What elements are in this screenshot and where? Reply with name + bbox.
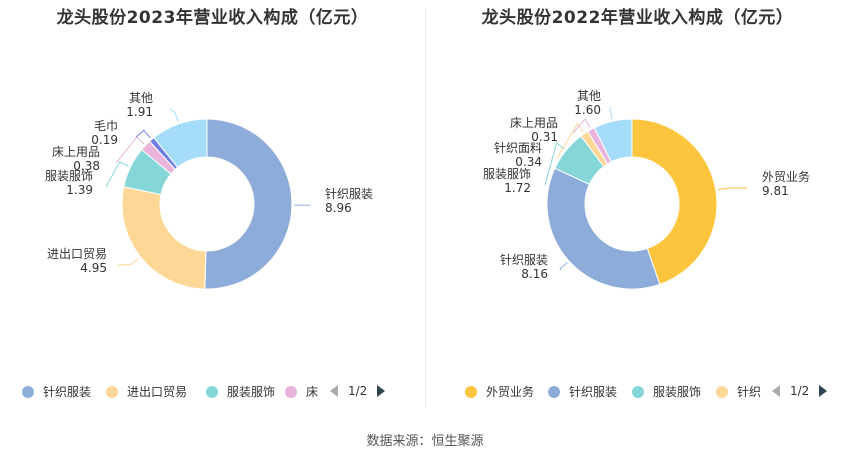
leader-line	[572, 118, 591, 134]
pie-slice[interactable]	[631, 118, 718, 285]
leader-line	[544, 142, 565, 186]
slice-value: 1.39	[66, 183, 93, 197]
legend: 针织服装 进出口贸易 服装服饰 床 1/2	[0, 383, 425, 405]
slice-value: 1.72	[504, 181, 531, 195]
legend: 外贸业务 针织服装 服装服饰 针织 1/2	[425, 383, 850, 405]
pie-slice[interactable]	[204, 118, 293, 290]
legend-dot-icon	[206, 385, 218, 398]
slice-label: 针织服装	[325, 186, 373, 201]
slice-label: 外贸业务	[762, 169, 810, 184]
slice-label: 毛巾	[94, 119, 118, 133]
slice-label: 其他	[129, 91, 153, 105]
slice-value: 9.81	[762, 184, 789, 198]
previous-page-arrow-icon[interactable]	[772, 385, 780, 397]
legend-label: 外贸业务	[486, 385, 535, 399]
leader-line	[115, 136, 145, 164]
legend-dot-icon	[548, 385, 560, 398]
legend-item[interactable]: 床	[285, 383, 318, 400]
slice-value: 8.16	[521, 267, 548, 281]
pie-slice[interactable]	[121, 186, 207, 290]
legend-dot-icon	[285, 385, 297, 398]
legend-dot-icon	[465, 385, 477, 398]
legend-dot-icon	[716, 385, 728, 398]
slice-label: 针织面料	[494, 140, 542, 155]
slice-label: 其他	[577, 89, 601, 103]
legend-item[interactable]: 针织	[716, 383, 761, 400]
legend-label: 服装服饰	[653, 385, 702, 399]
page-indicator: 1/2	[790, 384, 810, 398]
divider	[425, 8, 426, 408]
leader-line	[609, 106, 613, 120]
next-page-arrow-icon[interactable]	[819, 385, 828, 397]
legend-pager: 1/2	[330, 384, 386, 398]
leader-line	[105, 161, 129, 188]
pie-slice[interactable]	[153, 118, 208, 169]
slice-value: 4.95	[80, 261, 107, 275]
chart-panel-2023: 龙头股份2023年营业收入构成（亿元） 针织服装 8.96 进出口贸易 4.95 服装服…	[0, 0, 425, 410]
next-page-arrow-icon[interactable]	[377, 385, 386, 397]
legend-label: 床	[306, 385, 319, 399]
legend-label: 针织	[737, 385, 762, 399]
slice-label: 进出口贸易	[47, 247, 107, 261]
data-source-note: 数据来源：恒生聚源	[366, 434, 484, 449]
legend-pager: 1/2	[772, 384, 828, 398]
previous-page-arrow-icon[interactable]	[330, 385, 338, 397]
legend-dot-icon	[22, 385, 34, 398]
slice-value: 0.19	[91, 133, 118, 147]
slice-label: 服装服饰	[45, 169, 93, 183]
legend-item[interactable]: 针织服装	[22, 383, 91, 400]
page-indicator: 1/2	[348, 384, 368, 398]
leader-line	[556, 122, 584, 159]
slice-value: 1.60	[574, 103, 601, 117]
slice-label: 床上用品	[510, 116, 558, 130]
chart-title: 龙头股份2023年营业收入构成（亿元）	[56, 8, 369, 28]
legend-label: 针织服装	[43, 385, 92, 399]
slice-value: 0.34	[515, 155, 542, 169]
leader-line	[135, 129, 151, 139]
leader-line	[559, 261, 568, 271]
legend-item[interactable]: 针织服装	[548, 383, 617, 400]
slice-value: 8.96	[325, 201, 352, 215]
leader-line	[717, 187, 748, 191]
pie-slice[interactable]	[593, 118, 633, 163]
legend-dot-icon	[632, 385, 644, 398]
leader-line	[169, 108, 179, 123]
legend-label: 进出口贸易	[127, 385, 188, 399]
legend-item[interactable]: 服装服饰	[632, 383, 701, 400]
chart-title: 龙头股份2022年营业收入构成（亿元）	[481, 8, 794, 28]
legend-item[interactable]: 服装服饰	[206, 383, 275, 400]
slice-label: 服装服饰	[483, 167, 531, 181]
legend-label: 针织服装	[569, 385, 618, 399]
leader-line	[117, 257, 140, 266]
slice-label: 针织服装	[500, 252, 548, 267]
legend-dot-icon	[106, 385, 118, 398]
slice-value: 1.91	[126, 105, 153, 119]
chart-panel-2022: 龙头股份2022年营业收入构成（亿元） 外贸业务 9.81 针织服装 8.16 服装服饰…	[425, 0, 850, 410]
legend-item[interactable]: 外贸业务	[465, 383, 534, 400]
slice-value: 0.38	[73, 159, 100, 173]
slice-label: 床上用品	[52, 145, 100, 159]
legend-label: 服装服饰	[227, 385, 276, 399]
slice-value: 0.31	[531, 130, 558, 144]
pie-slice[interactable]	[546, 167, 661, 290]
legend-item[interactable]: 进出口贸易	[106, 383, 187, 400]
